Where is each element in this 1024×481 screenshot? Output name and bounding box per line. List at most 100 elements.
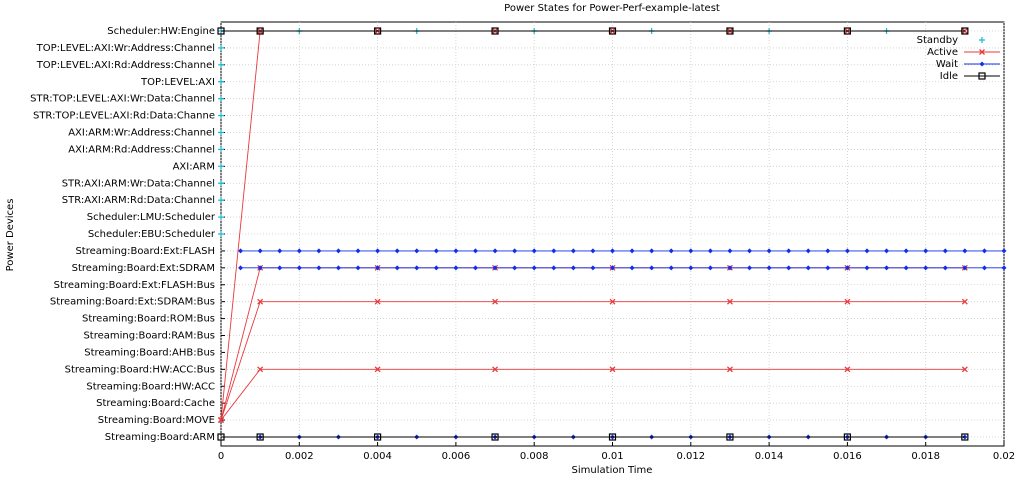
series-line bbox=[240, 250, 1004, 438]
point bbox=[629, 248, 635, 254]
point bbox=[825, 248, 831, 254]
y-tick-label: TOP:LEVEL:AXI bbox=[140, 77, 215, 88]
point bbox=[961, 298, 968, 305]
point bbox=[374, 366, 381, 373]
x-tick-label: 0.006 bbox=[442, 451, 471, 462]
point bbox=[590, 265, 596, 271]
point bbox=[335, 248, 341, 254]
point bbox=[257, 248, 263, 254]
point bbox=[218, 231, 224, 237]
point bbox=[608, 27, 617, 35]
point bbox=[961, 27, 969, 35]
point bbox=[531, 265, 537, 271]
point bbox=[590, 248, 596, 254]
y-tick-label: Streaming:Board:AHB:Bus bbox=[84, 347, 215, 358]
point bbox=[923, 265, 929, 271]
point bbox=[512, 265, 518, 271]
point bbox=[375, 248, 381, 254]
point bbox=[472, 265, 478, 271]
point bbox=[843, 433, 852, 441]
point bbox=[355, 265, 361, 271]
point bbox=[414, 265, 420, 271]
point bbox=[727, 265, 733, 271]
point bbox=[668, 265, 674, 271]
point bbox=[609, 298, 616, 305]
point bbox=[727, 248, 733, 254]
point bbox=[844, 366, 851, 373]
point bbox=[805, 248, 811, 254]
point bbox=[218, 129, 224, 136]
point bbox=[726, 366, 733, 373]
point bbox=[668, 248, 674, 254]
point bbox=[766, 265, 772, 271]
point bbox=[825, 265, 831, 271]
point bbox=[277, 248, 283, 254]
point bbox=[864, 248, 870, 254]
point bbox=[277, 265, 283, 271]
x-tick-label: 0.012 bbox=[676, 451, 705, 462]
point bbox=[961, 366, 968, 373]
point bbox=[609, 366, 616, 373]
legend-label: Idle bbox=[940, 71, 958, 82]
legend-marker bbox=[978, 72, 986, 80]
point bbox=[608, 433, 617, 441]
point bbox=[649, 265, 655, 271]
point bbox=[864, 265, 870, 271]
y-tick-label: STR:TOP:LEVEL:AXI:Rd:Data:Channe bbox=[33, 111, 215, 122]
point bbox=[218, 44, 224, 51]
y-tick-label: Streaming:Board:Ext:FLASH bbox=[75, 246, 215, 257]
point bbox=[531, 248, 537, 254]
y-tick-label: Scheduler:EBU:Scheduler bbox=[88, 229, 216, 240]
point bbox=[374, 27, 382, 35]
point bbox=[942, 265, 948, 271]
point bbox=[707, 265, 713, 271]
y-tick-label: AXI:ARM:Rd:Address:Channel bbox=[68, 144, 215, 155]
y-tick-label: Streaming:Board:HW:ACC:Bus bbox=[65, 364, 215, 375]
point bbox=[492, 265, 498, 271]
y-tick-label: Streaming:Board:Cache bbox=[96, 398, 215, 409]
point bbox=[218, 146, 224, 153]
point bbox=[962, 248, 968, 254]
point bbox=[629, 265, 635, 271]
y-tick-label: Streaming:Board:ARM bbox=[105, 432, 215, 443]
legend-marker bbox=[979, 37, 985, 43]
point bbox=[551, 265, 557, 271]
series-line bbox=[220, 30, 965, 421]
legend-label: Active bbox=[927, 47, 958, 58]
point bbox=[512, 248, 518, 254]
series-line bbox=[221, 30, 965, 438]
y-tick-label: Scheduler:LMU:Scheduler bbox=[87, 212, 216, 223]
point bbox=[805, 265, 811, 271]
point bbox=[394, 265, 400, 271]
point bbox=[786, 248, 792, 254]
point bbox=[570, 265, 576, 271]
x-axis-label: Simulation Time bbox=[572, 465, 653, 476]
point bbox=[844, 265, 850, 271]
point bbox=[256, 433, 264, 441]
point bbox=[843, 27, 852, 35]
y-tick-label: Streaming:Board:ROM:Bus bbox=[82, 314, 215, 325]
chart-title: Power States for Power-Perf-example-late… bbox=[504, 3, 720, 14]
point bbox=[394, 248, 400, 254]
point bbox=[747, 248, 753, 254]
point bbox=[238, 248, 244, 254]
point bbox=[316, 265, 322, 271]
y-tick-label: STR:AXI:ARM:Wr:Data:Channel bbox=[62, 178, 215, 189]
point bbox=[492, 366, 499, 373]
point bbox=[942, 248, 948, 254]
point bbox=[217, 433, 225, 441]
point bbox=[374, 298, 381, 305]
point bbox=[844, 298, 851, 305]
point bbox=[726, 27, 734, 35]
point bbox=[218, 417, 224, 424]
x-tick-label: 0.016 bbox=[833, 451, 862, 462]
point bbox=[610, 265, 615, 271]
point bbox=[218, 112, 224, 119]
point bbox=[238, 265, 244, 271]
point bbox=[433, 265, 439, 271]
point bbox=[981, 265, 987, 271]
x-tick-label: 0.01 bbox=[601, 451, 623, 462]
legend-marker bbox=[979, 49, 985, 55]
point bbox=[551, 248, 557, 254]
